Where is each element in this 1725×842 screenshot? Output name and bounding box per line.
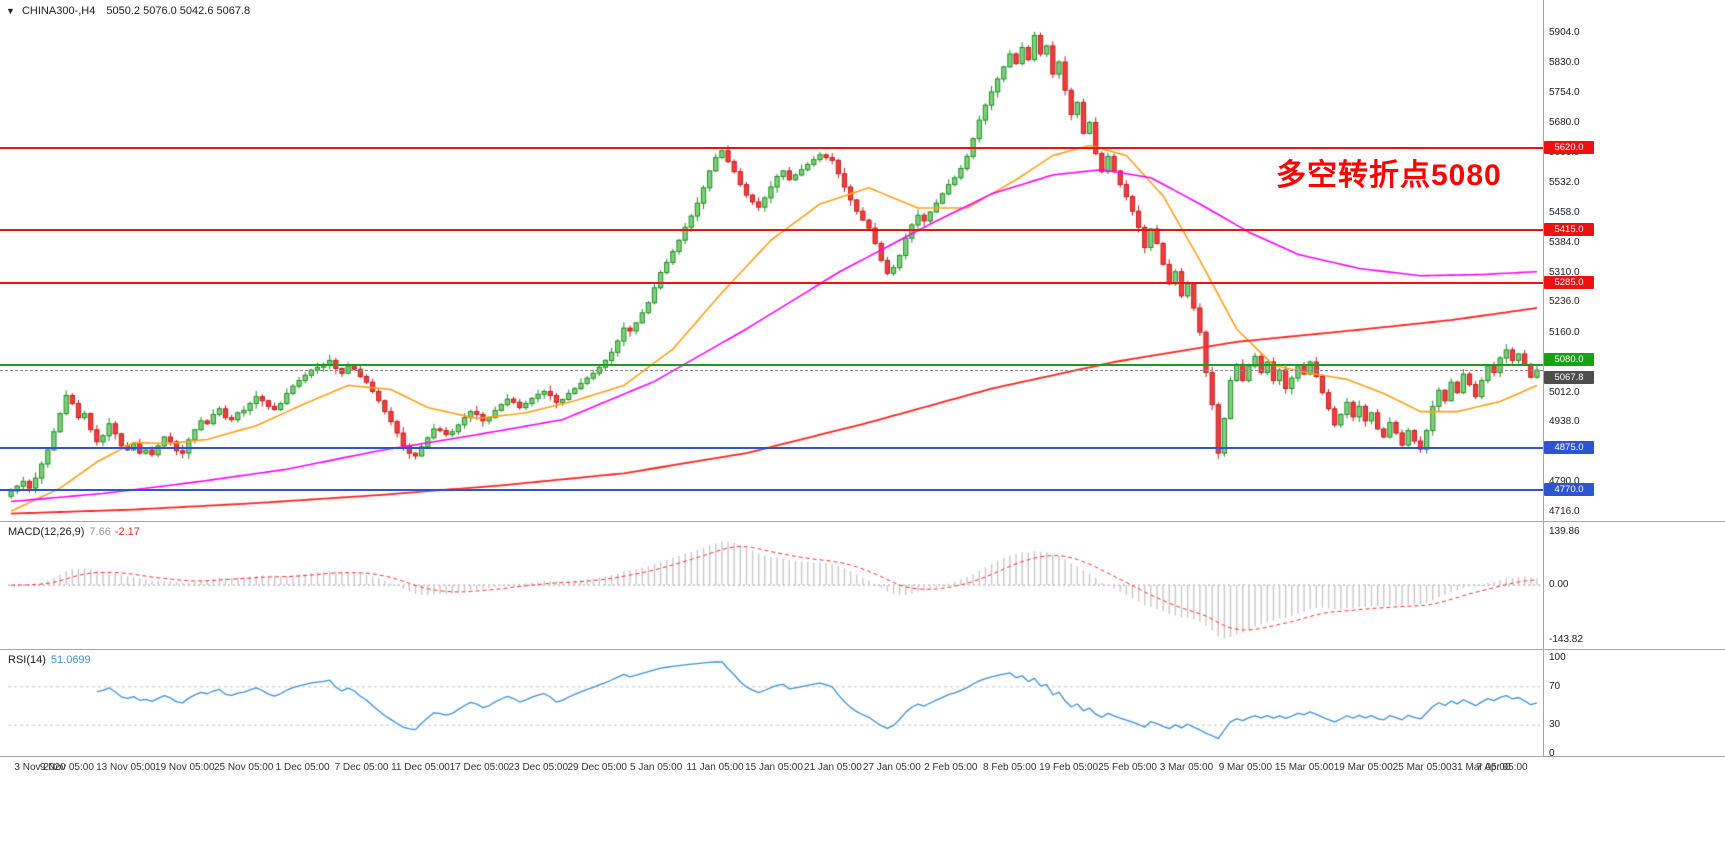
price-axis-label: 5012.0 (1549, 386, 1580, 398)
time-axis-label: 25 Mar 05:00 (1392, 762, 1452, 773)
support-resistance-line-5080.0[interactable] (0, 364, 1543, 367)
time-axis-label: 15 Mar 05:00 (1274, 762, 1334, 773)
price-badge-5067.8: 5067.8 (1544, 371, 1594, 385)
time-axis-label: 19 Mar 05:00 (1333, 762, 1393, 773)
time-axis-label: 25 Feb 05:00 (1098, 762, 1157, 773)
time-axis-label: 13 Nov 05:00 (96, 762, 156, 773)
support-resistance-line-5620.0[interactable] (0, 146, 1543, 149)
price-axis-label: 5458.0 (1549, 206, 1580, 218)
time-axis-label: 7 Apr 05:00 (1476, 762, 1528, 773)
price-axis-label: 5532.0 (1549, 176, 1580, 188)
time-axis-label: 19 Nov 05:00 (155, 762, 215, 773)
time-axis-label: 17 Dec 05:00 (449, 762, 510, 773)
macd-axis-label: 0.00 (1549, 579, 1569, 591)
time-axis-label: 15 Jan 05:00 (745, 762, 803, 773)
rsi-axis-label: 100 (1549, 652, 1566, 663)
time-axis-label: 23 Dec 05:00 (508, 762, 569, 773)
panel-divider (0, 521, 1725, 522)
price-axis-label: 5680.0 (1549, 117, 1580, 129)
price-badge-5415.0: 5415.0 (1544, 223, 1594, 237)
rsi-value: 51.0699 (50, 654, 91, 666)
symbol-timeframe-label: CHINA300-,H4 (21, 5, 96, 17)
panel-divider (0, 756, 1725, 757)
macd-axis-label: -143.82 (1549, 633, 1583, 645)
panel-divider (0, 649, 1725, 650)
rsi-axis-label: 30 (1549, 719, 1561, 731)
time-axis-label: 11 Dec 05:00 (391, 762, 450, 773)
chart-title: ▼ CHINA300-,H4 5050.2 5076.0 5042.6 5067… (6, 5, 250, 17)
price-axis-label: 4938.0 (1549, 416, 1580, 428)
time-axis-label: 9 Mar 05:00 (1218, 762, 1273, 773)
chevron-down-icon[interactable]: ▼ (6, 6, 15, 16)
price-badge-5620.0: 5620.0 (1544, 140, 1594, 154)
macd-name: MACD(12,26,9) (8, 526, 85, 538)
macd-main-value: 7.66 (89, 526, 111, 538)
rsi-name: RSI(14) (8, 654, 46, 666)
price-chart-canvas[interactable] (0, 0, 1543, 522)
macd-panel-canvas[interactable] (0, 522, 1543, 650)
price-axis-label: 5160.0 (1549, 326, 1580, 338)
price-axis-label: 5754.0 (1549, 87, 1580, 99)
rsi-axis-label: 70 (1549, 680, 1561, 692)
price-axis-label: 5236.0 (1549, 296, 1580, 308)
time-axis-label: 25 Nov 05:00 (213, 762, 274, 773)
ohlc-values: 5050.2 5076.0 5042.6 5067.8 (106, 5, 251, 17)
support-resistance-line-5415.0[interactable] (0, 229, 1543, 232)
time-axis-label: 11 Jan 05:00 (686, 762, 744, 773)
time-axis-label: 3 Mar 05:00 (1159, 762, 1214, 773)
time-axis-label: 8 Feb 05:00 (983, 762, 1037, 773)
price-axis-label: 5830.0 (1549, 56, 1580, 68)
time-axis-label: 2 Feb 05:00 (924, 762, 978, 773)
macd-axis-label: 139.86 (1549, 525, 1580, 537)
time-axis-label: 9 Nov 05:00 (39, 762, 94, 773)
macd-label: MACD(12,26,9) 7.66 -2.17 (8, 526, 140, 538)
time-axis-label: 19 Feb 05:00 (1039, 762, 1099, 773)
price-badge-4770.0: 4770.0 (1544, 483, 1594, 497)
time-axis-label: 27 Jan 05:00 (862, 762, 921, 773)
time-axis-label: 29 Dec 05:00 (567, 762, 627, 773)
time-axis-label: 1 Dec 05:00 (275, 762, 330, 773)
support-resistance-line-4770.0[interactable] (0, 489, 1543, 492)
time-axis-label: 5 Jan 05:00 (630, 762, 683, 773)
support-resistance-line-5285.0[interactable] (0, 281, 1543, 284)
price-axis-label: 5904.0 (1549, 27, 1580, 38)
current-price-5067.8[interactable] (0, 369, 1543, 371)
time-axis-label: 31 Mar 05:00 (1451, 762, 1511, 773)
price-axis-label: 5310.0 (1549, 266, 1580, 278)
price-badge-5080.0: 5080.0 (1544, 353, 1594, 367)
time-axis-label: 3 Nov 2020 (14, 762, 66, 773)
price-badge-5285.0: 5285.0 (1544, 275, 1594, 289)
price-axis-label: 5384.0 (1549, 236, 1580, 248)
price-axis-label: 4790.0 (1549, 476, 1580, 488)
rsi-panel-canvas[interactable] (0, 650, 1543, 757)
rsi-axis-label: 0 (1549, 748, 1555, 759)
time-axis-label: 21 Jan 05:00 (804, 762, 862, 773)
axis-separator (1543, 0, 1544, 757)
time-axis-label: 7 Dec 05:00 (334, 762, 389, 773)
support-resistance-line-4875.0[interactable] (0, 446, 1543, 449)
macd-signal-value: -2.17 (114, 526, 140, 538)
price-axis-label: 4716.0 (1549, 506, 1580, 517)
rsi-label: RSI(14) 51.0699 (8, 654, 91, 666)
annotation-text[interactable]: 多空转折点5080 (1276, 159, 1502, 192)
price-badge-4875.0: 4875.0 (1544, 440, 1594, 454)
